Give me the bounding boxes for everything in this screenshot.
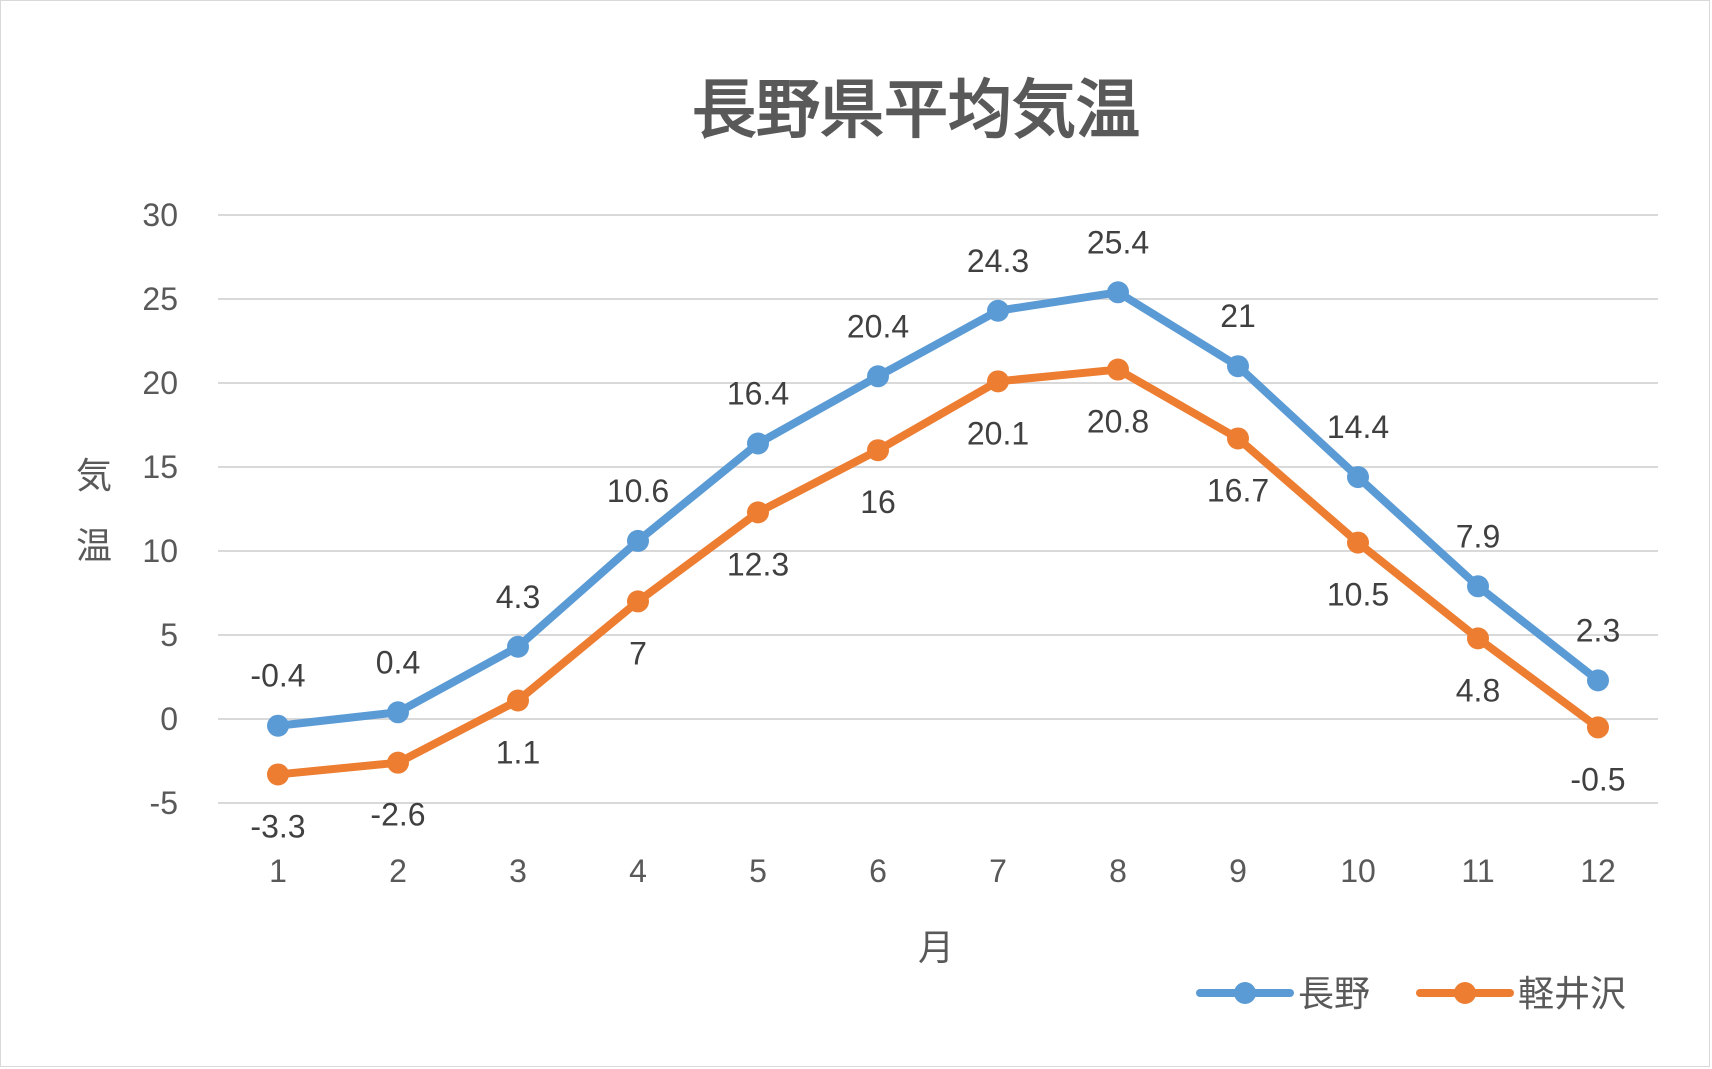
x-tick-label: 7 [989, 853, 1007, 889]
data-point [387, 701, 409, 724]
data-point [627, 590, 649, 613]
data-point [747, 432, 769, 455]
y-tick-label: 0 [160, 701, 178, 737]
data-label: 1.1 [496, 735, 540, 771]
x-tick-label: 6 [869, 853, 887, 889]
data-point [1107, 281, 1129, 304]
legend-item-1: 長野 [1196, 974, 1370, 1015]
data-label: 7 [629, 635, 647, 671]
y-tick-label: 25 [142, 281, 178, 317]
data-point [867, 365, 889, 388]
y-tick-label: 15 [142, 449, 178, 485]
data-label: 10.5 [1327, 577, 1389, 613]
data-point [1227, 355, 1249, 378]
data-label: 20.8 [1087, 404, 1149, 440]
data-point [1587, 716, 1609, 739]
data-label: 20.4 [847, 308, 909, 344]
data-label: 25.4 [1087, 224, 1149, 260]
data-label: -2.6 [370, 797, 425, 833]
legend-label: 軽井沢 [1518, 974, 1626, 1015]
data-point [1347, 466, 1369, 489]
legend-swatch-marker [1234, 982, 1256, 1004]
x-tick-label: 2 [389, 853, 407, 889]
y-tick-label: 10 [142, 533, 178, 569]
data-point [867, 439, 889, 462]
data-label: 12.3 [727, 546, 789, 582]
x-tick-label: 11 [1461, 853, 1494, 889]
data-point [1467, 627, 1489, 650]
data-point [1587, 669, 1609, 692]
data-label: 16.4 [727, 375, 789, 411]
data-label: 7.9 [1456, 518, 1500, 554]
x-tick-label: 12 [1580, 853, 1616, 889]
y-tick-label: -5 [150, 785, 178, 821]
data-label: 16 [860, 484, 896, 520]
x-tick-label: 8 [1109, 853, 1127, 889]
data-point [267, 714, 289, 737]
x-tick-label: 5 [749, 853, 767, 889]
legend-item-2: 軽井沢 [1416, 974, 1626, 1015]
data-label: 14.4 [1327, 409, 1389, 445]
y-axis-title-char: 気 [76, 456, 112, 497]
series-line [274, 365, 1602, 779]
data-label: -0.4 [250, 658, 305, 694]
series-1: -0.4 0.4 4.3 10.6 16.4 20.4 24.3 25.4 21 14.4 7.9 2… [250, 224, 1620, 737]
x-tick-label: 4 [629, 853, 647, 889]
data-label: 10.6 [607, 473, 669, 509]
x-axis-title: 月 [918, 928, 954, 969]
y-axis-title-char: 温 [76, 526, 112, 567]
data-label: 24.3 [967, 243, 1029, 279]
y-axis-tick-labels: -5 0 5 10 15 20 25 30 [142, 197, 178, 821]
data-point [507, 689, 529, 712]
data-point [1467, 575, 1489, 598]
y-tick-label: 5 [160, 617, 178, 653]
legend: 長野 軽井沢 [1196, 974, 1626, 1015]
gridlines [218, 214, 1658, 804]
data-label: 2.3 [1576, 612, 1620, 648]
data-label: -3.3 [250, 808, 305, 844]
chart-title: 長野県平均気温 [692, 74, 1140, 148]
x-tick-label: 9 [1229, 853, 1247, 889]
x-axis-tick-labels: 1 2 3 4 5 6 7 8 9 10 11 12 [269, 853, 1616, 889]
data-label: 4.8 [1456, 672, 1500, 708]
x-tick-label: 10 [1340, 853, 1376, 889]
x-tick-label: 3 [509, 853, 527, 889]
data-label: 16.7 [1207, 472, 1269, 508]
y-tick-label: 20 [142, 365, 178, 401]
data-label: 0.4 [376, 644, 420, 680]
series-line [274, 288, 1602, 730]
data-point [747, 501, 769, 524]
data-point [1107, 358, 1129, 381]
legend-label: 長野 [1298, 974, 1370, 1015]
data-point [387, 751, 409, 774]
data-point [627, 529, 649, 552]
data-point [987, 299, 1009, 322]
data-point [1347, 531, 1369, 554]
data-point [987, 370, 1009, 393]
legend-swatch-marker [1454, 982, 1476, 1004]
x-tick-label: 1 [269, 853, 287, 889]
data-point [1227, 427, 1249, 450]
data-label: 21 [1220, 298, 1256, 334]
y-axis-title: 気温 [76, 456, 112, 567]
data-label: 20.1 [967, 415, 1029, 451]
data-label: 4.3 [496, 579, 540, 615]
series-layer: -0.4 0.4 4.3 10.6 16.4 20.4 24.3 25.4 21 14.4 7.9 2… [250, 224, 1625, 844]
series-2: -3.3 -2.6 1.1 7 12.3 16 20.1 20.8 16.7 10.5 4.8 -0.… [250, 358, 1626, 844]
data-point [267, 763, 289, 786]
data-point [507, 635, 529, 658]
data-label: -0.5 [1570, 761, 1625, 797]
y-tick-label: 30 [142, 197, 178, 233]
